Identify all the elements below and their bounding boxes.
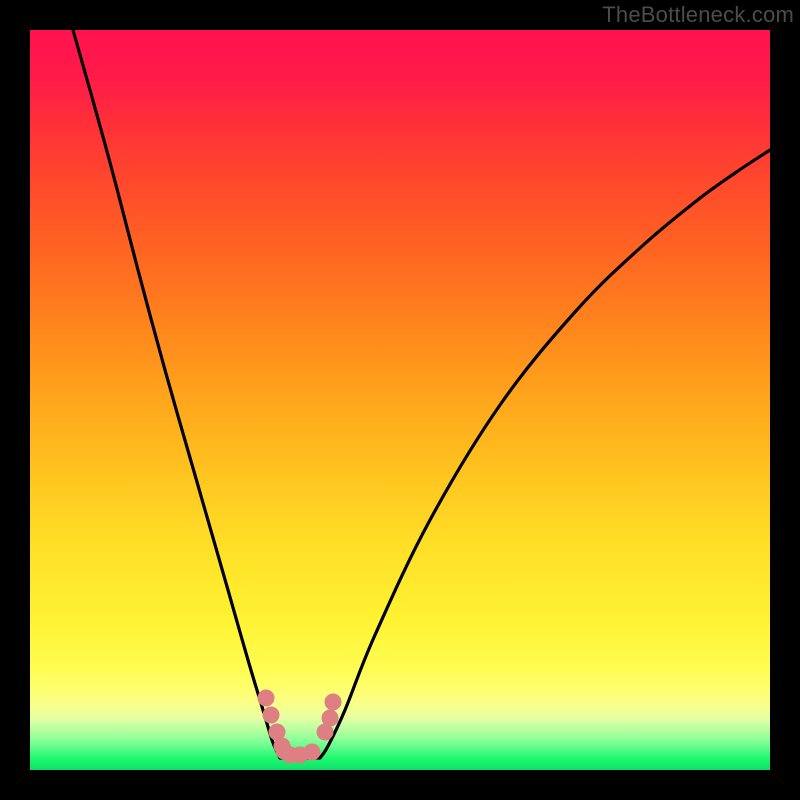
marker-point: [258, 690, 274, 706]
marker-point: [322, 710, 338, 726]
marker-point: [263, 707, 279, 723]
marker-point: [304, 744, 320, 760]
chart-stage: TheBottleneck.com: [0, 0, 800, 800]
bottleneck-chart: [30, 30, 770, 770]
marker-point: [325, 694, 341, 710]
gradient-background: [30, 30, 770, 770]
watermark-text: TheBottleneck.com: [602, 2, 794, 28]
